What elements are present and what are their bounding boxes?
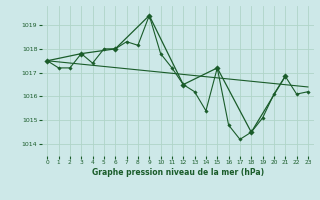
X-axis label: Graphe pression niveau de la mer (hPa): Graphe pression niveau de la mer (hPa)	[92, 168, 264, 177]
